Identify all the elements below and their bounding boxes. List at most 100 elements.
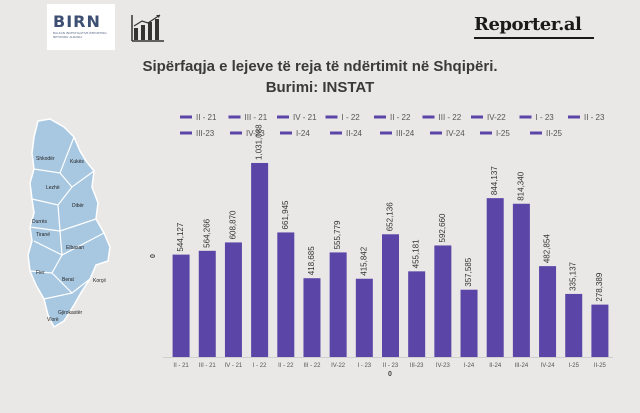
map-label: Shkodër: [36, 156, 55, 162]
map-label: Kukës: [70, 159, 84, 165]
x-tick-label: II - 23: [383, 363, 399, 369]
legend-label: IV-22: [487, 113, 506, 122]
map-label: Korçë: [93, 278, 106, 284]
birn-logo-subtext: BALKAN INVESTIGATIVE REPORTING NETWORK A…: [53, 31, 111, 39]
bar: [251, 162, 269, 357]
legend-label: I-24: [296, 129, 310, 138]
legend-label: IV-24: [446, 129, 465, 138]
bar: [303, 278, 321, 357]
legend-label: III - 21: [245, 113, 268, 122]
birn-logo: BIRN BALKAN INVESTIGATIVE REPORTING NETW…: [47, 4, 115, 50]
value-label: 357,585: [464, 257, 473, 286]
value-label: 661,945: [281, 200, 290, 229]
bar: [460, 289, 478, 357]
value-label: 608,870: [228, 210, 237, 239]
map-label: Lezhë: [46, 185, 60, 191]
legend-label: I - 22: [342, 113, 361, 122]
x-tick-label: III - 22: [303, 363, 321, 369]
bar: [277, 232, 295, 357]
bar: [198, 250, 216, 357]
chart-subtitle: Burimi: INSTAT: [265, 79, 375, 96]
legend-label: I-25: [496, 129, 510, 138]
header: BIRN BALKAN INVESTIGATIVE REPORTING NETW…: [0, 0, 640, 52]
x-axis-label: 0: [388, 371, 392, 378]
bar: [172, 254, 190, 357]
birn-logo-network: BALKAN INVESTIGATIVE REPORTING NETWORK: [53, 31, 107, 39]
birn-logo-country: ALBANIA: [69, 35, 83, 39]
bar: [591, 304, 609, 357]
legend-label: III - 22: [439, 113, 462, 122]
legend-label: II-24: [346, 129, 363, 138]
legend-label: IV-23: [246, 129, 265, 138]
y-axis-label: 0: [150, 254, 157, 258]
bars: [172, 162, 609, 357]
value-labels: 544,127 564,266 608,870 1,031,088 661,945 418…: [176, 124, 604, 302]
legend-label: II - 21: [196, 113, 217, 122]
bar: [539, 266, 557, 357]
bar: [434, 245, 452, 357]
value-label: 555,779: [333, 220, 342, 249]
value-label: 592,660: [438, 213, 447, 242]
map-label: Dibër: [72, 203, 84, 209]
region-borders: [29, 136, 105, 300]
x-tick-label: II - 21: [173, 363, 189, 369]
bar: [408, 271, 426, 357]
map-label: Gjirokastër: [58, 310, 83, 316]
legend-label: II-25: [546, 129, 563, 138]
reporter-logo: Reporter.al: [474, 14, 582, 35]
legend-label: II - 23: [584, 113, 605, 122]
bar: [224, 242, 242, 357]
x-tick-label: I-25: [569, 363, 580, 369]
legend-label: I - 23: [536, 113, 555, 122]
bar: [355, 278, 373, 357]
x-tick-label: I-24: [464, 363, 475, 369]
bar: [512, 203, 530, 357]
value-label: 652,136: [386, 202, 395, 231]
value-label: 335,137: [569, 261, 578, 290]
map-label: Fier: [36, 270, 45, 276]
bar: [565, 293, 583, 357]
bar: [486, 198, 504, 357]
legend-label: III-24: [396, 129, 415, 138]
albania-map: Shkodër Kukës Lezhë Dibër Durrës Tiranë …: [27, 118, 111, 329]
value-label: 418,685: [307, 246, 316, 275]
x-tick-label: III-23: [410, 363, 424, 369]
legend-label: IV - 21: [293, 113, 317, 122]
x-tick-label: I - 22: [253, 363, 267, 369]
birn-logo-text: BIRN: [53, 12, 101, 31]
value-label: 482,854: [543, 234, 552, 263]
bar-chart-icon: [131, 14, 164, 42]
x-tick-label: II-25: [594, 363, 607, 369]
map-label: Tiranë: [36, 232, 50, 238]
chart-title: Sipërfaqja e lejeve të reja të ndërtimit…: [142, 58, 498, 75]
map-label: Durrës: [32, 219, 48, 225]
x-tick-label: III-24: [515, 363, 529, 369]
reporter-logo-underline: [474, 37, 594, 39]
bar: [329, 252, 347, 357]
value-label: 844,137: [490, 166, 499, 195]
bar: [382, 234, 399, 357]
legend-label: II - 22: [390, 113, 411, 122]
value-label: 278,389: [595, 272, 604, 301]
x-tick-label: I - 23: [357, 363, 371, 369]
x-tick-label: IV - 21: [225, 363, 243, 369]
map-label: Elbasan: [66, 245, 84, 251]
x-tick-label: II-24: [489, 363, 502, 369]
value-label: 564,266: [202, 218, 211, 247]
value-label: 455,181: [412, 239, 421, 268]
x-tick-label: II - 22: [278, 363, 294, 369]
x-tick-label: IV-22: [331, 363, 346, 369]
map-label: Berat: [62, 277, 75, 283]
legend-label: III-23: [196, 129, 215, 138]
x-tick-label: III - 21: [199, 363, 217, 369]
value-label: 814,340: [516, 171, 525, 200]
value-label: 1,031,088: [255, 124, 264, 160]
legend: II - 21 III - 21 IV - 21 I - 22 II - 22 III -…: [180, 113, 605, 138]
x-tick-label: IV-23: [436, 363, 451, 369]
x-tick-label: IV-24: [541, 363, 556, 369]
value-label: 544,127: [176, 222, 185, 251]
x-tick-labels: II - 21 III - 21 IV - 21 I - 22 II - 22 III -…: [173, 363, 606, 369]
map-label: Vlorë: [47, 317, 59, 323]
value-label: 415,842: [359, 246, 368, 275]
